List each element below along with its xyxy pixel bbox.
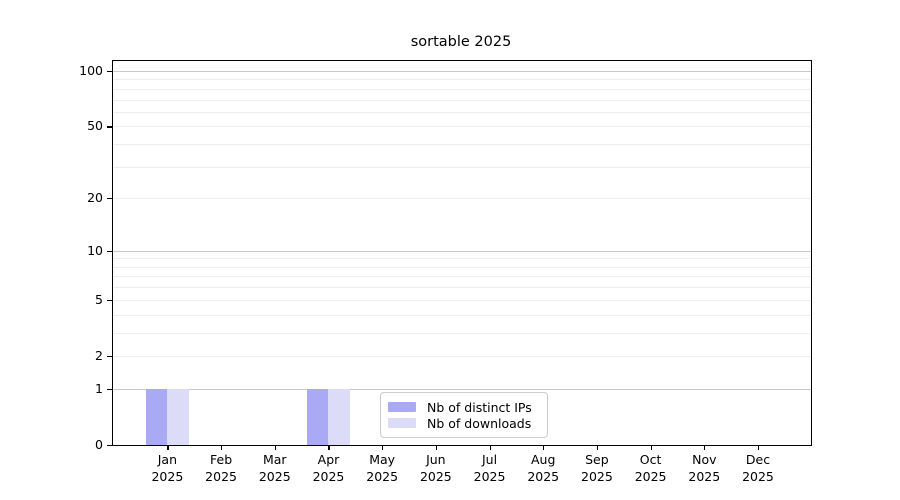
gridline-minor bbox=[113, 332, 811, 334]
gridline-minor bbox=[113, 355, 811, 357]
month-label: Oct bbox=[639, 452, 662, 467]
y-tick-label: 5 bbox=[95, 291, 103, 307]
legend-label: Nb of downloads bbox=[427, 415, 532, 431]
gridline-minor bbox=[113, 314, 811, 316]
y-tick-label: 0 bbox=[95, 437, 103, 452]
gridline-minor bbox=[113, 258, 811, 260]
legend-swatch bbox=[388, 418, 416, 428]
y-tick-label: 50 bbox=[87, 118, 103, 134]
legend-swatch bbox=[388, 402, 416, 412]
year-label: 2025 bbox=[205, 468, 237, 484]
year-label: 2025 bbox=[473, 468, 506, 484]
year-label: 2025 bbox=[688, 468, 721, 484]
x-tick-mark bbox=[704, 445, 706, 450]
legend-item: Nb of distinct IPs bbox=[388, 399, 539, 415]
month-label: Jan bbox=[157, 452, 178, 467]
year-label: 2025 bbox=[151, 468, 184, 484]
gridline-minor bbox=[113, 198, 811, 200]
bar-distinct-ips bbox=[145, 388, 168, 445]
month-label: Apr bbox=[317, 452, 340, 467]
x-tick-label: Sep 2025 bbox=[562, 452, 632, 485]
y-tick-mark bbox=[107, 126, 113, 128]
y-tick-mark bbox=[107, 299, 113, 301]
bar-distinct-ips bbox=[306, 388, 329, 445]
y-tick-mark bbox=[107, 71, 113, 73]
gridline-minor bbox=[113, 88, 811, 90]
month-label: Nov bbox=[692, 452, 717, 467]
gridline-minor bbox=[113, 79, 811, 81]
month-label: May bbox=[369, 452, 396, 467]
x-tick-mark bbox=[167, 445, 169, 450]
x-tick-label: May 2025 bbox=[347, 452, 417, 485]
y-tick-mark bbox=[107, 445, 113, 447]
x-tick-mark bbox=[274, 445, 276, 450]
y-tick-mark bbox=[107, 250, 113, 252]
y-tick-label: 1 bbox=[95, 380, 103, 396]
gridline-minor bbox=[113, 276, 811, 278]
x-tick-mark bbox=[489, 445, 491, 450]
x-tick-mark bbox=[382, 445, 384, 450]
year-label: 2025 bbox=[366, 468, 399, 484]
gridline-minor bbox=[113, 126, 811, 128]
gridline-minor bbox=[113, 111, 811, 113]
x-tick-mark bbox=[543, 445, 545, 450]
x-tick-label: Jun 2025 bbox=[401, 452, 471, 485]
month-label: Mar bbox=[262, 452, 287, 467]
gridline-minor bbox=[113, 266, 811, 268]
year-label: 2025 bbox=[581, 468, 613, 484]
year-label: 2025 bbox=[634, 468, 667, 484]
x-tick-mark bbox=[650, 445, 652, 450]
x-tick-label: Apr 2025 bbox=[293, 452, 363, 485]
x-tick-mark bbox=[435, 445, 438, 450]
y-tick-label: 100 bbox=[79, 63, 103, 78]
x-tick-mark bbox=[221, 445, 223, 450]
x-tick-label: Mar 2025 bbox=[240, 452, 310, 485]
month-label: Sep bbox=[585, 452, 609, 467]
x-tick-label: Dec 2025 bbox=[723, 452, 793, 485]
x-tick-label: Jan 2025 bbox=[132, 452, 202, 485]
x-tick-label: Feb 2025 bbox=[186, 452, 256, 485]
month-label: Jul bbox=[481, 452, 498, 467]
y-tick-mark bbox=[107, 355, 113, 358]
year-label: 2025 bbox=[312, 468, 345, 484]
legend: Nb of distinct IPs Nb of downloads bbox=[380, 392, 548, 438]
gridline-major bbox=[113, 250, 811, 252]
x-tick-label: Aug 2025 bbox=[508, 452, 578, 485]
legend-label: Nb of distinct IPs bbox=[427, 399, 532, 415]
x-tick-mark bbox=[596, 445, 599, 450]
x-tick-mark bbox=[328, 445, 330, 450]
legend-rows: Nb of distinct IPs Nb of downloads bbox=[388, 399, 539, 431]
month-label: Feb bbox=[210, 452, 233, 467]
gridline-major bbox=[113, 388, 811, 390]
gridline-minor bbox=[113, 299, 811, 301]
x-tick-label: Nov 2025 bbox=[669, 452, 739, 485]
y-tick-label: 2 bbox=[95, 347, 103, 363]
y-tick-label: 10 bbox=[87, 242, 103, 258]
gridline-minor bbox=[113, 166, 811, 168]
y-tick-mark bbox=[107, 388, 113, 391]
year-label: 2025 bbox=[742, 468, 774, 484]
x-tick-label: Oct 2025 bbox=[616, 452, 686, 485]
bar-downloads bbox=[167, 388, 189, 445]
plot-area: 0 1 2 5 10 20 50 100 Jan 2025 Feb 2025 Mar 2025 Apr 20… bbox=[79, 60, 812, 484]
legend-item: Nb of downloads bbox=[388, 415, 539, 431]
bar-downloads bbox=[328, 388, 350, 445]
month-label: Aug bbox=[531, 452, 556, 467]
year-label: 2025 bbox=[419, 468, 452, 484]
gridline-minor bbox=[113, 287, 811, 289]
y-tick-label: 20 bbox=[87, 190, 103, 206]
x-tick-mark bbox=[757, 445, 760, 450]
gridline-minor bbox=[113, 144, 811, 146]
y-tick-mark bbox=[107, 198, 113, 200]
month-label: Dec bbox=[745, 452, 771, 467]
x-tick-label: Jul 2025 bbox=[455, 452, 525, 485]
month-label: Jun bbox=[426, 452, 446, 467]
year-label: 2025 bbox=[258, 468, 291, 484]
chart-title: sortable 2025 bbox=[410, 34, 512, 50]
gridline-major bbox=[113, 71, 811, 72]
year-label: 2025 bbox=[527, 468, 560, 484]
gridline-minor bbox=[113, 99, 811, 101]
